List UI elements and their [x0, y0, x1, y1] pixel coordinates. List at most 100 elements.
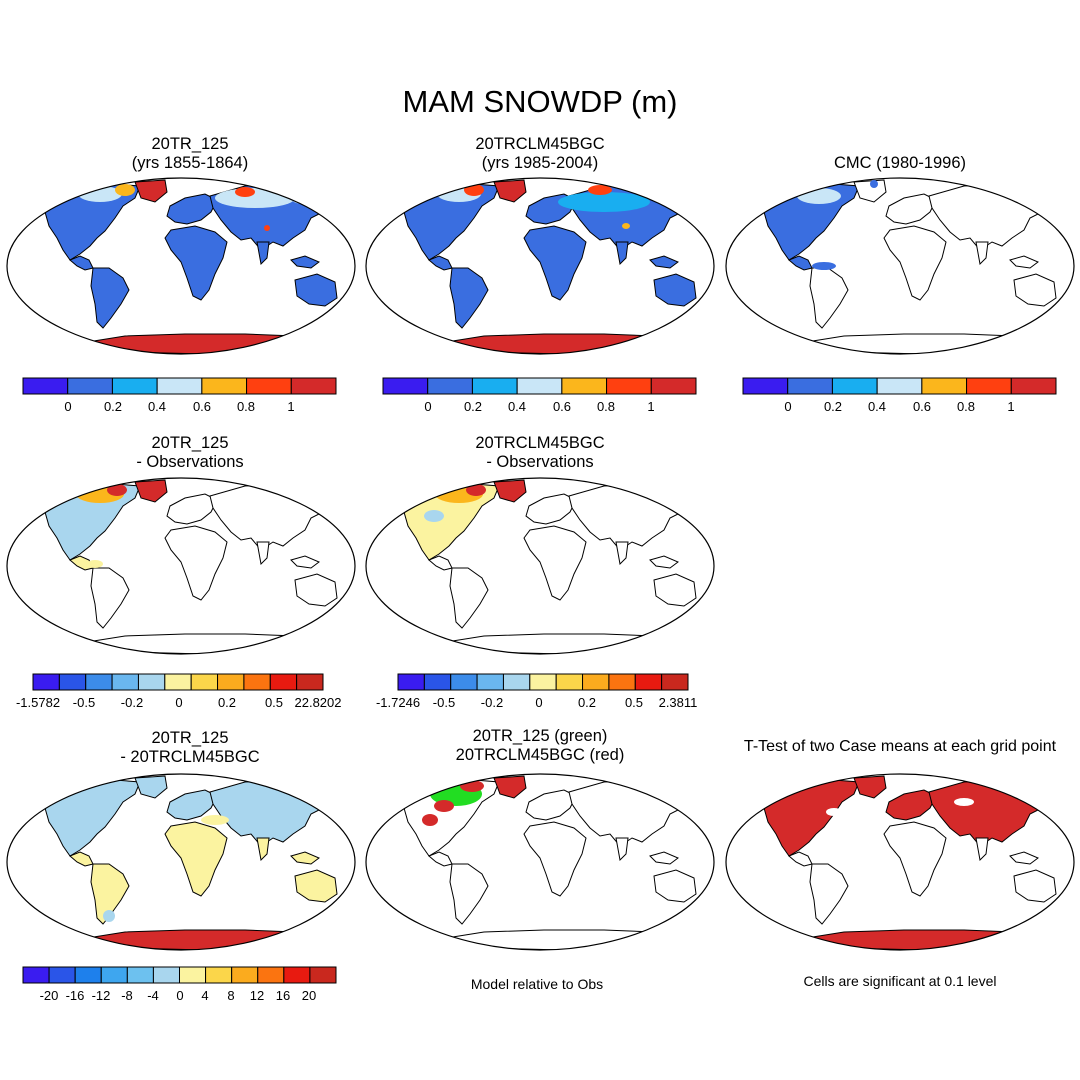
panel-title-p6: 20TR_125 - 20TRCLM45BGC [30, 729, 350, 767]
colorbar-tick-label: 8 [227, 988, 234, 1003]
panel-title-p2: 20TRCLM45BGC (yrs 1985-2004) [380, 135, 700, 173]
colorbar-swatch [283, 966, 311, 984]
map-frame [6, 773, 356, 951]
colorbar-swatch [561, 377, 608, 395]
land-aus [653, 273, 697, 307]
colorbar-swatch [205, 966, 233, 984]
colorbar-tick-label: 0.8 [597, 399, 615, 414]
colorbar-swatch [201, 377, 248, 395]
colorbar-tick-label: 0.2 [578, 695, 596, 710]
snow-cell [215, 188, 295, 208]
land-sea [649, 851, 679, 865]
land-aus [653, 869, 697, 903]
colorbar-swatch [137, 673, 166, 691]
panel-title-p4: 20TR_125 - Observations [30, 434, 350, 472]
colorbar-swatch [555, 673, 584, 691]
colorbar-swatch [164, 673, 192, 691]
colorbar-swatch [179, 966, 207, 984]
panel-title-line: 20TR_125 (green) [472, 727, 608, 745]
colorbar-tick-label: 12 [250, 988, 264, 1003]
colorbar-swatch [100, 966, 128, 984]
land-grn [493, 775, 527, 799]
colorbar-tick-label: -4 [147, 988, 159, 1003]
colorbar-swatch [156, 377, 203, 395]
panel-title-line: CMC (1980-1996) [833, 154, 967, 172]
colorbar-swatch [48, 966, 76, 984]
diff-cell [424, 510, 444, 522]
land-sea [1009, 851, 1039, 865]
colorbar-swatch [516, 377, 563, 395]
panel-title-line: 20TRCLM45BGC [475, 135, 605, 153]
colorbar-swatch [787, 377, 833, 395]
map-p2 [365, 177, 715, 355]
colorbar-tick-label: 0.6 [193, 399, 211, 414]
colorbar-swatch [85, 673, 113, 691]
land-sam [90, 267, 130, 329]
snow-cell [622, 223, 630, 229]
colorbar-tick-label: -8 [121, 988, 133, 1003]
land-afr [164, 525, 228, 601]
colorbar-tick-label: 0.6 [913, 399, 931, 414]
land-nam [763, 183, 860, 261]
diff-cell [107, 484, 127, 496]
land-sam [449, 567, 489, 629]
land-sea [290, 555, 320, 569]
colorbar-swatch [257, 966, 285, 984]
map-frame [365, 773, 715, 951]
colorbar-swatch [608, 673, 636, 691]
panel-title-p7: 20TR_125 (green) 20TRCLM45BGC (red) [380, 727, 700, 765]
colorbar-tick-label: 2.3811 [659, 695, 698, 710]
colorbar-swatch [22, 966, 50, 984]
colorbar-swatch [217, 673, 245, 691]
snow-cell [291, 192, 315, 204]
colorbar-swatch [67, 377, 113, 395]
colorbar-swatch [476, 673, 504, 691]
map-p5 [365, 477, 715, 655]
nonsig-cell [826, 808, 842, 816]
land-grn [134, 479, 168, 503]
land-nam [44, 483, 141, 561]
colorbar-swatch [111, 377, 158, 395]
colorbar-tick-label: 0.5 [265, 695, 283, 710]
panel-title-line: - 20TRCLM45BGC [120, 748, 260, 766]
colorbar-swatch [876, 377, 923, 395]
diff-cell [103, 910, 115, 922]
colorbar-p2: 0 0.2 0.4 0.6 0.8 1 [382, 377, 697, 414]
land-nam [763, 779, 860, 857]
note-model-relative: Model relative to Obs [470, 976, 604, 992]
panel-title-line: 20TR_125 [151, 729, 229, 747]
colorbar-p5: -1.7246 -0.5 -0.2 0 0.2 0.5 2.3811 [376, 673, 698, 710]
colorbar-swatch [190, 673, 219, 691]
land-sea [649, 555, 679, 569]
colorbar-tick-label: -0.5 [73, 695, 95, 710]
land-aus [653, 573, 697, 607]
colorbar-tick-label: -1.5782 [16, 695, 60, 710]
colorbar-tick-label: 16 [276, 988, 290, 1003]
land-sam [449, 863, 489, 925]
colorbar-tick-label: 0.2 [824, 399, 842, 414]
map-frame [365, 477, 715, 655]
diff-cell [466, 484, 486, 496]
colorbar-swatch [650, 377, 697, 395]
land-sea [290, 851, 320, 865]
map-frame [725, 177, 1075, 355]
land-nam [44, 183, 141, 261]
panel-title-p5: 20TRCLM45BGC - Observations [380, 434, 700, 472]
colorbar-swatch [290, 377, 337, 395]
colorbar-swatch [243, 673, 271, 691]
snow-cell [264, 225, 270, 231]
map-frame [6, 177, 356, 355]
colorbar-swatch [296, 673, 324, 691]
colorbar-swatch [529, 673, 557, 691]
colorbar-swatch [309, 966, 337, 984]
colorbar-swatch [22, 377, 69, 395]
land-aus [1013, 869, 1057, 903]
land-aus [294, 869, 338, 903]
colorbar-p4: -1.5782 -0.5 -0.2 0 0.2 0.5 22.8202 [16, 673, 342, 710]
land-ind [975, 837, 989, 862]
colorbar-swatch [1010, 377, 1057, 395]
colorbar-tick-label: -1.7246 [376, 695, 420, 710]
snow-cell [812, 262, 836, 270]
colorbar-tick-label: 1 [287, 399, 294, 414]
land-nam [403, 483, 500, 561]
